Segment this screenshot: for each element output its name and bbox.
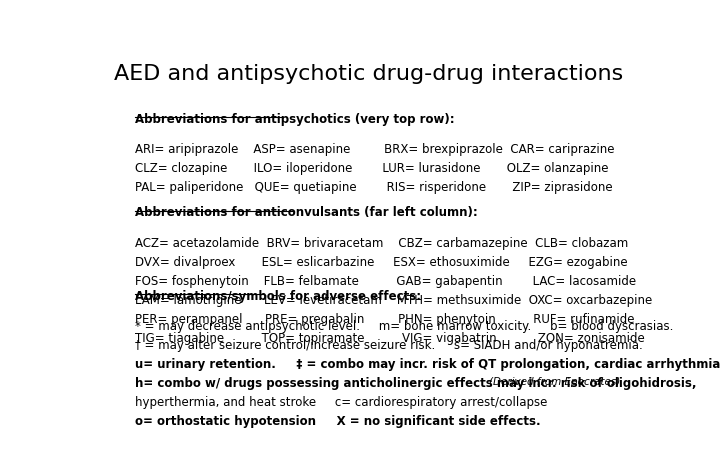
Text: u= urinary retention.     ‡ = combo may incr. risk of QT prolongation, cardiac a: u= urinary retention. ‡ = combo may incr… bbox=[135, 358, 720, 371]
Text: Abbreviations/symbols for adverse effects:: Abbreviations/symbols for adverse effect… bbox=[135, 290, 420, 302]
Text: * = may decrease antipsychotic level.     m= bone marrow toxicity.     b= blood : * = may decrease antipsychotic level. m=… bbox=[135, 320, 673, 333]
Text: Abbreviations for antipsychotics (very top row):: Abbreviations for antipsychotics (very t… bbox=[135, 113, 454, 126]
Text: PER= perampanel      PRE= pregabalin         PHN= phenytoin          RUF= rufina: PER= perampanel PRE= pregabalin PHN= phe… bbox=[135, 313, 634, 326]
Text: ACZ= acetazolamide  BRV= brivaracetam    CBZ= carbamazepine  CLB= clobazam: ACZ= acetazolamide BRV= brivaracetam CBZ… bbox=[135, 237, 628, 250]
Text: † = may alter seizure control/increase seizure risk.     s= SIADH and/or hyponat: † = may alter seizure control/increase s… bbox=[135, 339, 642, 352]
Text: hyperthermia, and heat stroke     c= cardiorespiratory arrest/collapse: hyperthermia, and heat stroke c= cardior… bbox=[135, 396, 547, 409]
Text: TIG= tiagabine          TOP= topiramate          VIG= vigabatrin           ZON= : TIG= tiagabine TOP= topiramate VIG= viga… bbox=[135, 332, 644, 345]
Text: LAM= lamotrigine      LEV= levetiracetam    MTH= methsuximide  OXC= oxcarbazepin: LAM= lamotrigine LEV= levetiracetam MTH=… bbox=[135, 294, 652, 307]
Text: PAL= paliperidone   QUE= quetiapine        RIS= risperidone       ZIP= ziprasido: PAL= paliperidone QUE= quetiapine RIS= r… bbox=[135, 181, 612, 194]
Text: ARI= aripiprazole    ASP= asenapine         BRX= brexpiprazole  CAR= cariprazine: ARI= aripiprazole ASP= asenapine BRX= br… bbox=[135, 143, 614, 156]
Text: AED and antipsychotic drug-drug interactions: AED and antipsychotic drug-drug interact… bbox=[114, 64, 624, 85]
Text: Abbreviations for anticonvulsants (far left column):: Abbreviations for anticonvulsants (far l… bbox=[135, 207, 477, 220]
Text: o= orthostatic hypotension     X = no significant side effects.: o= orthostatic hypotension X = no signif… bbox=[135, 415, 540, 428]
Text: CLZ= clozapine       ILO= iloperidone        LUR= lurasidone       OLZ= olanzapi: CLZ= clozapine ILO= iloperidone LUR= lur… bbox=[135, 162, 608, 175]
Text: FOS= fosphenytoin    FLB= felbamate          GAB= gabapentin        LAC= lacosam: FOS= fosphenytoin FLB= felbamate GAB= ga… bbox=[135, 274, 636, 288]
Text: DVX= divalproex       ESL= eslicarbazine     ESX= ethosuximide     EZG= ezogabin: DVX= divalproex ESL= eslicarbazine ESX= … bbox=[135, 256, 627, 269]
Text: h= combo w/ drugs possessing anticholinergic effects may incr. risk of oligohidr: h= combo w/ drugs possessing anticholine… bbox=[135, 377, 696, 390]
Text: (Derived from Epocrates): (Derived from Epocrates) bbox=[489, 377, 620, 387]
